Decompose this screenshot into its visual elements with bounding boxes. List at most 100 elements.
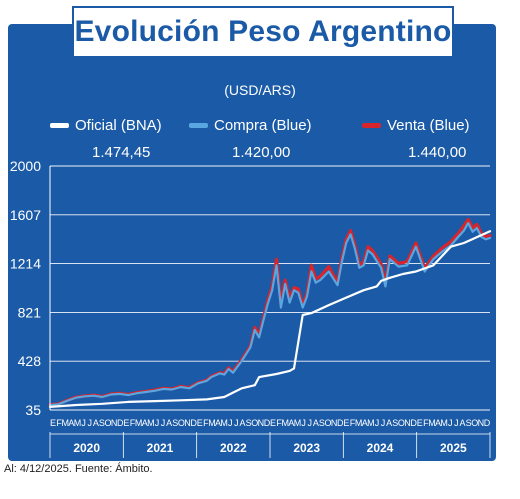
month-tick-label: N [258, 418, 265, 428]
month-tick-label: O [325, 418, 332, 428]
y-tick-label: 1607 [10, 207, 41, 223]
month-tick-label: O [251, 418, 258, 428]
grid-layer [50, 165, 490, 411]
month-tick-label: E [50, 418, 56, 428]
month-tick-label: M [355, 418, 363, 428]
month-tick-label: A [362, 418, 368, 428]
footnote: Al: 4/12/2025. Fuente: Ámbito. [4, 463, 153, 475]
month-tick-label: J [81, 418, 86, 428]
month-tick-label: M [294, 418, 302, 428]
month-tick-label: M [147, 418, 155, 428]
month-tick-label: J [381, 418, 386, 428]
series-line-oficial [48, 230, 492, 408]
month-tick-label: D [117, 418, 124, 428]
y-tick-label: 428 [18, 353, 42, 369]
legend-label-oficial: Oficial (BNA) [75, 117, 162, 134]
month-tick-label: M [62, 418, 70, 428]
month-tick-label: M [135, 418, 143, 428]
month-tick-label: S [392, 418, 398, 428]
month-tick-label: J [375, 418, 380, 428]
legend-label-compra: Compra (Blue) [214, 117, 312, 134]
year-label: 2020 [73, 441, 100, 455]
month-tick-label: S [466, 418, 472, 428]
month-tick-label: J [448, 418, 453, 428]
month-tick-label: J [155, 418, 160, 428]
month-tick-label: M [440, 418, 448, 428]
month-tick-label: O [178, 418, 185, 428]
series-layer [48, 217, 492, 408]
legend-swatch-oficial [50, 123, 69, 128]
y-tick-label: 35 [25, 402, 41, 418]
legend-item-venta: Venta (Blue) [362, 117, 470, 134]
month-tick-label: A [142, 418, 148, 428]
year-label: 2021 [147, 441, 174, 455]
month-tick-label: N [478, 418, 485, 428]
month-tick-label: M [282, 418, 290, 428]
month-tick-label: M [428, 418, 436, 428]
month-tick-label: A [215, 418, 221, 428]
legend-item-compra: Compra (Blue) [189, 117, 312, 134]
month-tick-label: F [56, 418, 62, 428]
title-box: Evolución Peso Argentino [72, 6, 454, 58]
month-tick-label: A [239, 418, 245, 428]
month-tick-label: A [68, 418, 74, 428]
month-tick-label: A [459, 418, 465, 428]
month-tick-label: D [264, 418, 271, 428]
month-tick-label: A [313, 418, 319, 428]
month-tick-label: J [234, 418, 239, 428]
month-tick-label: N [184, 418, 191, 428]
month-tick-label: O [105, 418, 112, 428]
month-tick-label: N [111, 418, 118, 428]
month-tick-label: F [203, 418, 209, 428]
month-tick-label: J [301, 418, 306, 428]
legend-value-compra: 1.420,00 [232, 144, 291, 161]
month-tick-label: M [220, 418, 228, 428]
month-tick-label: J [307, 418, 312, 428]
month-tick-label: N [404, 418, 411, 428]
month-tick-label: M [367, 418, 375, 428]
month-tick-label: F [130, 418, 136, 428]
legend-swatch-compra [189, 123, 208, 128]
month-tick-label: J [228, 418, 233, 428]
month-tick-label: A [93, 418, 99, 428]
month-tick-label: D [190, 418, 197, 428]
month-tick-label: A [288, 418, 294, 428]
chart-subtitle: (USD/ARS) [224, 82, 296, 98]
month-tick-label: E [343, 418, 349, 428]
month-tick-label: S [246, 418, 252, 428]
month-tick-label: S [172, 418, 178, 428]
legend-item-oficial: Oficial (BNA) [50, 117, 162, 134]
chart-title: Evolución Peso Argentino [74, 15, 452, 48]
month-tick-label: E [197, 418, 203, 428]
y-tick-label: 1214 [10, 256, 41, 272]
month-tick-label: F [350, 418, 356, 428]
legend-value-venta: 1.440,00 [408, 144, 467, 161]
year-label: 2023 [293, 441, 320, 455]
year-label: 2025 [440, 441, 467, 455]
month-tick-label: J [454, 418, 459, 428]
month-tick-label: S [319, 418, 325, 428]
month-tick-label: M [208, 418, 216, 428]
month-tick-label: M [74, 418, 82, 428]
month-tick-label: A [386, 418, 392, 428]
year-label: 2024 [367, 441, 394, 455]
month-tick-label: F [276, 418, 282, 428]
month-tick-label: E [417, 418, 423, 428]
y-tick-label: 821 [18, 304, 42, 320]
legend-swatch-venta [362, 123, 381, 128]
month-tick-label: S [99, 418, 105, 428]
month-tick-label: O [471, 418, 478, 428]
month-tick-label: J [87, 418, 92, 428]
month-tick-label: J [161, 418, 166, 428]
month-tick-label: A [166, 418, 172, 428]
month-tick-label: D [410, 418, 417, 428]
legend-label-venta: Venta (Blue) [387, 117, 470, 134]
month-tick-label: N [331, 418, 338, 428]
month-tick-label: F [423, 418, 429, 428]
month-tick-label: D [484, 418, 491, 428]
y-tick-label: 2000 [10, 158, 41, 174]
month-tick-label: E [123, 418, 129, 428]
month-tick-label: A [435, 418, 441, 428]
